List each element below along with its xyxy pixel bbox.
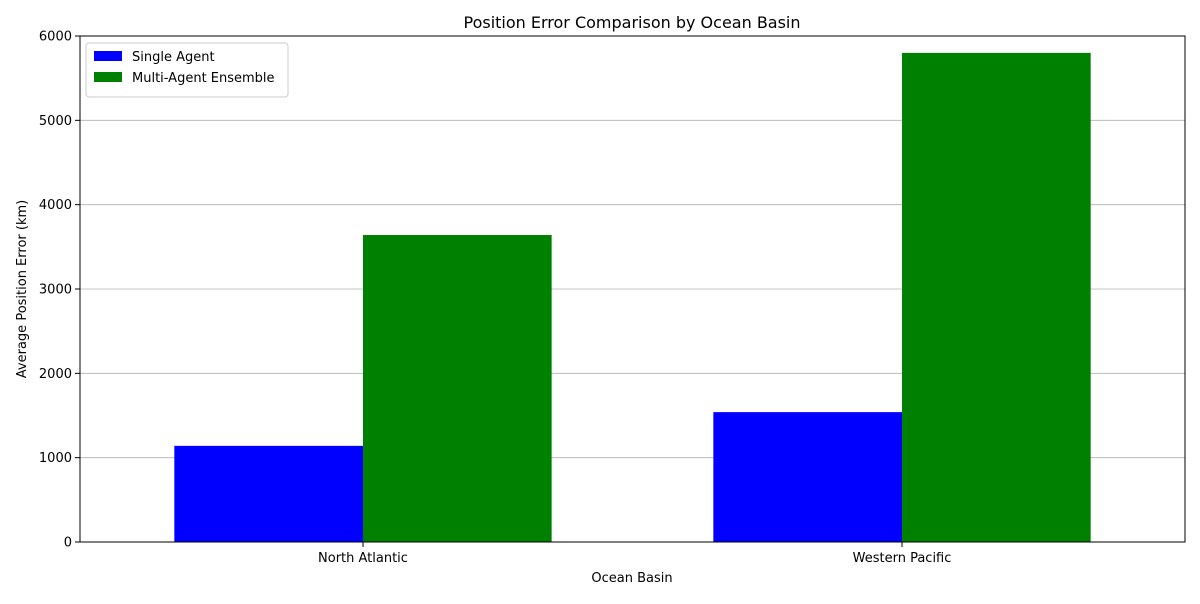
y-tick-label: 4000 [39, 198, 72, 213]
bar-single-agent [174, 445, 363, 542]
y-tick-label: 2000 [39, 367, 72, 382]
legend: Single Agent Multi-Agent Ensemble [85, 42, 289, 98]
bar-multi-agent-ensemble [902, 52, 1091, 542]
x-axis: North Atlantic Western Pacific [318, 542, 951, 566]
legend-swatch [94, 51, 122, 61]
y-tick-label: 1000 [39, 451, 72, 466]
x-tick-label: North Atlantic [318, 551, 408, 566]
x-tick-label: Western Pacific [853, 551, 952, 566]
y-tick-label: 0 [64, 536, 72, 551]
y-tick-label: 5000 [39, 114, 72, 129]
y-tick-label: 6000 [39, 30, 72, 45]
bars [174, 52, 1091, 542]
legend-swatch [94, 72, 122, 82]
chart-title: Position Error Comparison by Ocean Basin [463, 13, 800, 32]
legend-frame [85, 42, 289, 98]
y-tick-label: 3000 [39, 283, 72, 298]
x-axis-title: Ocean Basin [591, 571, 672, 586]
bar-multi-agent-ensemble [362, 235, 552, 542]
legend-label: Multi-Agent Ensemble [132, 71, 275, 86]
bar-single-agent [713, 412, 903, 542]
y-axis: 0 1000 2000 3000 4000 5000 6000 [39, 30, 80, 551]
y-axis-title: Average Position Error (km) [15, 200, 30, 378]
legend-label: Single Agent [132, 50, 215, 65]
